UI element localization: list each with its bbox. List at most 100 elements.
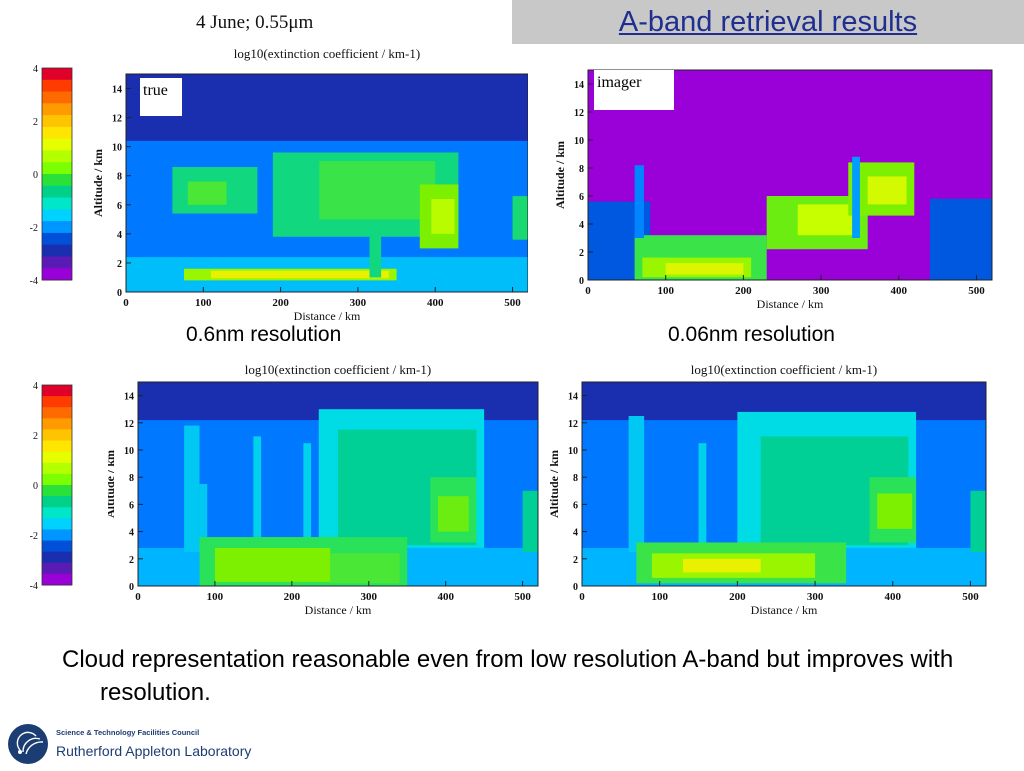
heatmap-cell [330, 553, 400, 584]
colorbar-segment [42, 473, 72, 486]
logo-org-small: Science & Technology Facilities Council [56, 728, 200, 737]
x-axis-label: Distance / km [751, 603, 818, 617]
heatmap-cell [683, 558, 761, 573]
colorbar-segment [42, 429, 72, 442]
colorbar-tick-label: -2 [30, 531, 38, 542]
x-tick-label: 200 [284, 591, 301, 603]
heatmap-cell [628, 416, 645, 552]
heatmap-cell [369, 230, 382, 278]
heatmap-cell [214, 547, 331, 582]
heatmap-low-res: log10(extinction coefficient / km-1)0 100… [108, 362, 539, 617]
colorbar-tick-label: 0 [33, 170, 38, 181]
colorbar-frame [41, 67, 73, 281]
heatmap-cell [634, 165, 644, 238]
colorbar-segment [42, 418, 72, 430]
colorbar-segment [42, 485, 72, 497]
heatmap-cell [522, 490, 538, 552]
x-tick-label: 100 [207, 591, 224, 603]
x-axis-label: Distance / km [305, 603, 372, 617]
y-tick-label: 2 [573, 555, 578, 566]
plot-frame [125, 73, 528, 293]
heatmap-cell [797, 204, 853, 236]
panel-title: log10(extinction coefficient / km-1) [691, 362, 877, 377]
colorbar-segment [42, 209, 72, 222]
y-tick-label: 8 [117, 172, 122, 183]
colorbar-segment [42, 150, 72, 163]
stfc-logo-icon [8, 724, 48, 764]
heatmap-cell [698, 443, 707, 546]
x-tick-label: 500 [514, 591, 531, 603]
x-tick-label: 400 [437, 591, 454, 603]
heatmap-cell [877, 493, 913, 529]
colorbar-tick-label: 2 [33, 117, 38, 128]
heatmap-cell [665, 263, 744, 275]
x-tick-label: 300 [807, 591, 824, 603]
colorbar-segment [42, 540, 72, 553]
colorbar-segment [42, 407, 72, 419]
panel-label: imager [597, 74, 642, 91]
y-tick-label: 2 [579, 248, 584, 259]
x-tick-label: 0 [585, 285, 591, 297]
heatmap-cell [438, 496, 469, 532]
colorbar-tick-label: 2 [33, 431, 38, 442]
colorbar-tick-label: -2 [30, 223, 38, 234]
colorbar-segment [42, 197, 72, 210]
panel-title: log10(extinction coefficient / km-1) [245, 362, 431, 377]
y-tick-label: 0 [579, 276, 584, 287]
y-tick-label: 6 [579, 192, 584, 203]
y-tick-label: 6 [573, 500, 578, 511]
x-tick-label: 200 [272, 297, 289, 309]
y-tick-label: 2 [117, 259, 122, 270]
y-tick-label: 4 [573, 528, 578, 539]
heatmap-cell [187, 181, 227, 205]
y-axis-label: Altitude / km [108, 450, 117, 518]
y-tick-label: 10 [568, 446, 578, 457]
y-tick-label: 8 [579, 164, 584, 175]
title-bar: A-band retrieval results [512, 0, 1024, 44]
y-tick-label: 10 [574, 136, 584, 147]
y-tick-label: 10 [112, 143, 122, 154]
x-tick-label: 400 [891, 285, 908, 297]
heatmap-cell [253, 436, 262, 546]
y-tick-label: 12 [112, 114, 122, 125]
plot-frame [587, 69, 993, 281]
x-tick-label: 100 [195, 297, 212, 309]
colorbar-segment [42, 103, 72, 116]
colorbar-segment [42, 126, 72, 140]
colorbar-tick-label: 4 [33, 64, 38, 75]
colorbar-segment [42, 529, 72, 542]
x-tick-label: 100 [657, 285, 674, 297]
plot-frame [581, 381, 987, 587]
y-tick-label: 4 [579, 220, 584, 231]
colorbar-segment [42, 573, 72, 586]
heatmap-cell [970, 490, 986, 552]
colorbar-segment [42, 232, 72, 246]
conclusion-text: Cloud representation reasonable even fro… [62, 646, 954, 706]
colorbar-segment [42, 256, 72, 269]
panel-label: true [143, 82, 168, 99]
colorbar-segment [42, 396, 72, 408]
heatmap-cell [431, 198, 455, 234]
colorbar-segment [42, 385, 72, 397]
colorbar-segment [42, 496, 72, 508]
colorbar-frame [41, 384, 73, 586]
heatmap-cell [184, 425, 200, 552]
y-tick-label: 14 [574, 80, 584, 91]
colorbar-segment [42, 507, 72, 519]
heatmap-cell [303, 443, 312, 546]
x-tick-label: 500 [968, 285, 985, 297]
x-tick-label: 400 [885, 591, 902, 603]
colorbar-segment [42, 462, 72, 475]
x-tick-label: 300 [350, 297, 367, 309]
y-tick-label: 0 [117, 288, 122, 299]
heatmap-cell [512, 196, 528, 240]
colorbar-segment [42, 174, 72, 187]
x-tick-label: 200 [735, 285, 752, 297]
heatmap-cell [199, 484, 208, 552]
y-tick-label: 14 [568, 392, 578, 403]
panel-title: log10(extinction coefficient / km-1) [234, 46, 420, 61]
x-tick-label: 200 [729, 591, 746, 603]
y-tick-label: 14 [112, 85, 122, 96]
colorbar-segment [42, 79, 72, 93]
colorbar-segment [42, 562, 72, 575]
